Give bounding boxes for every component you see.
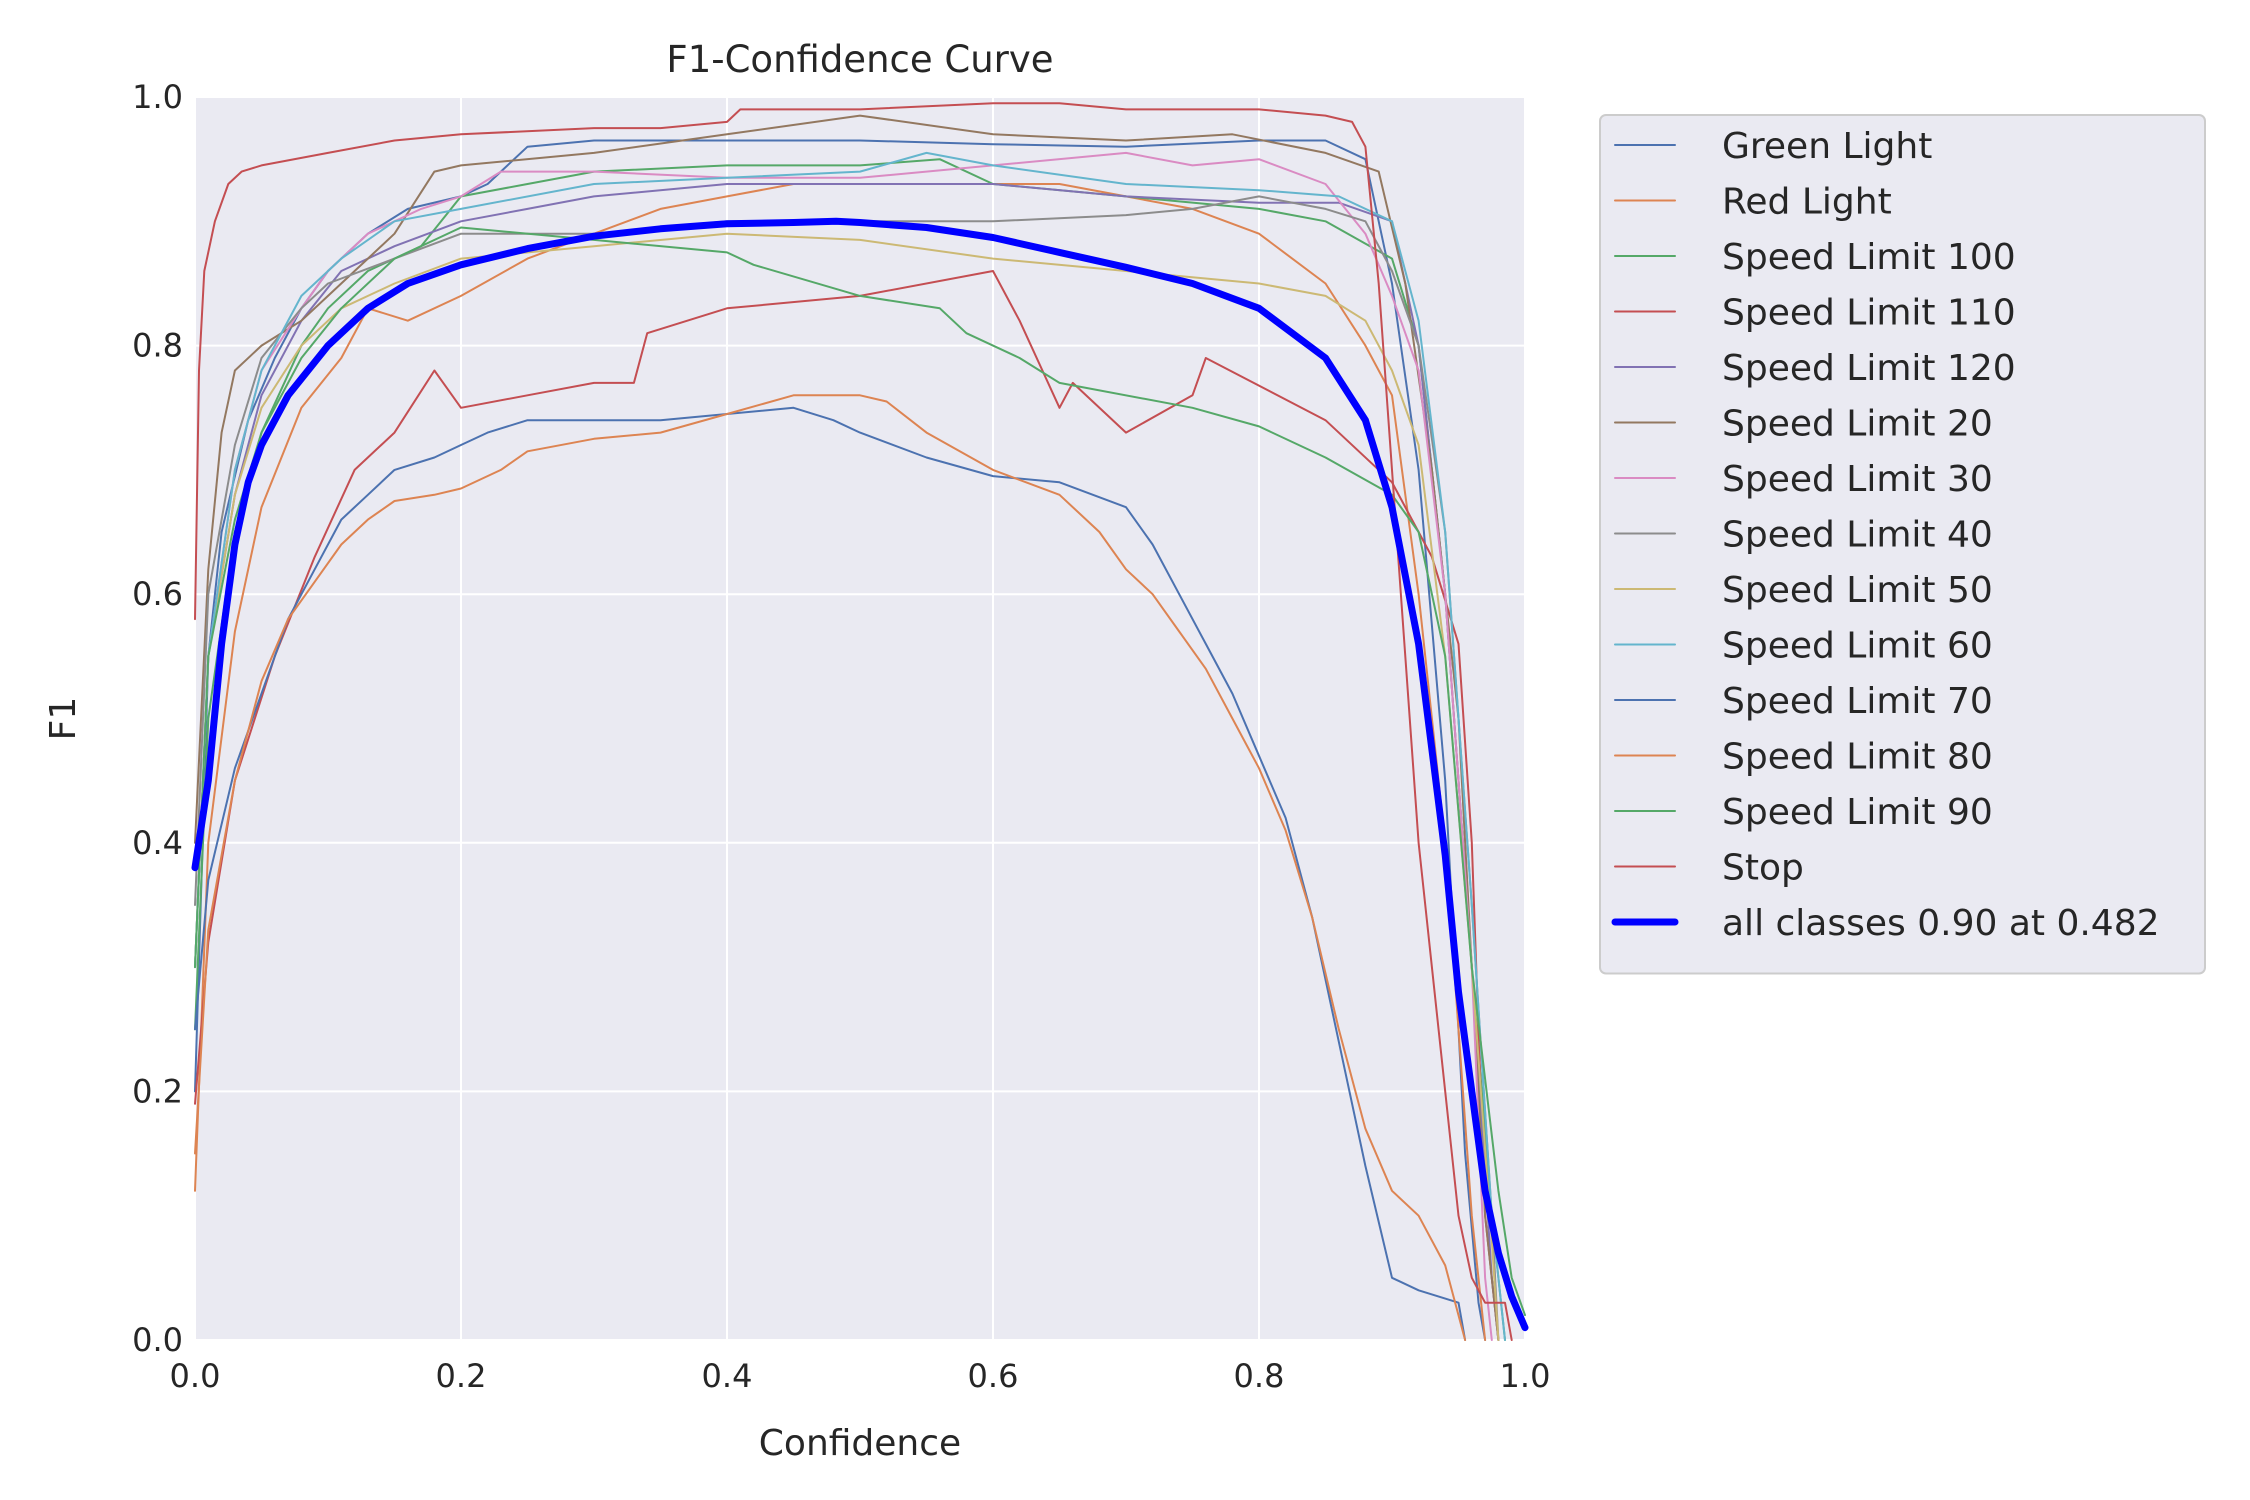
series-lines <box>191 102 1529 1341</box>
legend-entry: Speed Limit 60 <box>1722 626 1993 667</box>
y-tick-label: 1.0 <box>132 78 183 116</box>
x-tick-label: 0.4 <box>702 1357 753 1395</box>
legend-entry: Speed Limit 20 <box>1722 404 1993 445</box>
legend-entry: Speed Limit 110 <box>1722 293 2016 334</box>
legend-entry: Speed Limit 70 <box>1722 681 1993 722</box>
legend-entry: Green Light <box>1722 126 1932 167</box>
y-tick-label: 0.8 <box>132 327 183 365</box>
x-tick-label: 0.8 <box>1234 1357 1285 1395</box>
legend-entry: Stop <box>1722 848 1804 889</box>
series-line-14 <box>191 217 1529 1332</box>
chart-title: F1-Confidence Curve <box>666 38 1053 81</box>
legend-entry: all classes 0.90 at 0.482 <box>1722 903 2160 944</box>
y-tick-label: 0.6 <box>132 575 183 613</box>
series-line-9 <box>194 151 1506 1341</box>
x-tick-label: 0.6 <box>968 1357 1019 1395</box>
series-line-13 <box>194 102 1513 1341</box>
y-tick-label: 0.0 <box>132 1321 183 1359</box>
legend-entry: Red Light <box>1722 182 1892 223</box>
x-axis-label: Confidence <box>759 1423 961 1464</box>
x-tick-label: 0.2 <box>436 1357 487 1395</box>
legend-entry: Speed Limit 30 <box>1722 459 1993 500</box>
y-tick-label: 0.2 <box>132 1072 183 1110</box>
y-axis-label: F1 <box>43 697 84 741</box>
legend-entry: Speed Limit 80 <box>1722 737 1993 778</box>
legend-entry: Speed Limit 120 <box>1722 348 2016 389</box>
legend-entry: Speed Limit 50 <box>1722 570 1993 611</box>
legend: Green Light Red Light Speed Limit 100 Speed… <box>1599 114 2206 975</box>
y-tick-label: 0.4 <box>132 824 183 862</box>
tick-labels: 0.0 0.2 0.4 0.6 0.8 1.0 0.0 0.2 0.4 0.6 0.8 1.0 <box>132 78 1550 1395</box>
plot-background <box>195 97 1525 1340</box>
legend-box <box>1599 114 2206 975</box>
series-line-12 <box>194 226 1526 1317</box>
series-line-11 <box>194 394 1467 1341</box>
series-line-0 <box>194 139 1487 1341</box>
legend-entry: Speed Limit 40 <box>1722 515 1993 556</box>
series-line-7 <box>194 195 1500 1341</box>
legend-entry: Speed Limit 90 <box>1722 792 1993 833</box>
series-line-8 <box>194 232 1500 1341</box>
legend-entry: Speed Limit 100 <box>1722 237 2016 278</box>
series-line-5 <box>194 114 1500 1341</box>
x-tick-label: 1.0 <box>1500 1357 1551 1395</box>
x-tick-label: 0.0 <box>170 1357 221 1395</box>
